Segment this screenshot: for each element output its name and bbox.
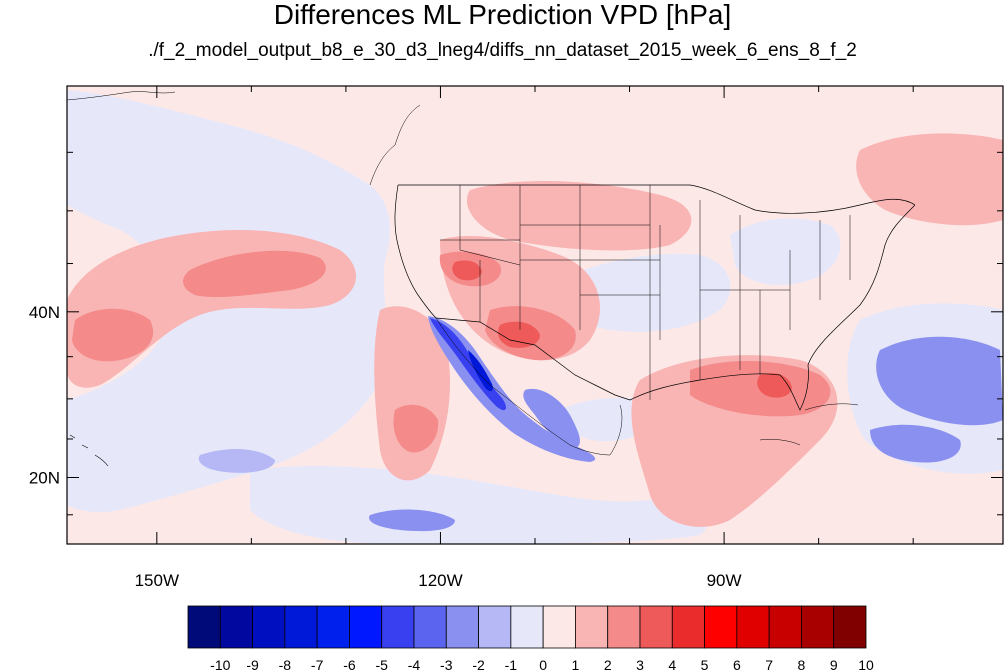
map-subtitle: ./f_2_model_output_b8_e_30_d3_lneg4/diff… xyxy=(148,40,857,61)
state-lines xyxy=(440,185,851,400)
contour-blue-mexico-inland xyxy=(523,388,580,448)
colorbar-swatch xyxy=(478,605,512,649)
colorbar-label: 9 xyxy=(830,657,838,672)
colorbar-label: -7 xyxy=(311,657,324,672)
lon-tick-label: 90W xyxy=(707,571,742,590)
colorbar-label: 10 xyxy=(858,657,874,672)
us-border-south xyxy=(435,317,631,401)
contour-blue-darkest-baja xyxy=(468,350,493,392)
lat-tick-label: 40N xyxy=(29,303,60,322)
colorbar-swatch xyxy=(510,605,544,649)
us-border-north xyxy=(398,184,916,214)
colorbar-swatch xyxy=(445,605,479,649)
colorbar-label: 4 xyxy=(668,657,676,672)
us-gulf-coast xyxy=(629,204,916,411)
contour-pink-light-northeast xyxy=(856,133,1003,226)
colorbar-label: -10 xyxy=(210,657,230,672)
colorbar-label: -3 xyxy=(440,657,453,672)
colorbar-label: -2 xyxy=(472,657,485,672)
contour-blue-atlantic xyxy=(876,336,1003,426)
contour-red-pacific-south xyxy=(393,404,439,453)
colorbar-swatch xyxy=(671,605,705,649)
mexico-coast xyxy=(435,317,623,456)
colorbar-swatch xyxy=(219,605,253,649)
canada-coast xyxy=(369,104,421,186)
contour-blue-light-south xyxy=(250,466,708,544)
us-coastline-west xyxy=(394,184,437,319)
colorbar-swatch xyxy=(284,605,318,649)
colorbar-label: -1 xyxy=(505,657,518,672)
lat-tick-label: 20N xyxy=(29,468,60,487)
colorbar-label: 3 xyxy=(636,657,644,672)
contour-blue-light-east-us xyxy=(730,218,841,285)
lon-tick-label: 120W xyxy=(418,571,462,590)
contour-red-pacific-west xyxy=(72,308,154,362)
contour-pink-light-north-plains xyxy=(466,180,692,251)
colorbar-swatch xyxy=(736,605,770,649)
political-boundaries xyxy=(67,91,916,467)
axis-ticks xyxy=(67,86,1003,544)
colorbar-label: 8 xyxy=(798,657,806,672)
contour-blue-light-central xyxy=(558,253,731,332)
colorbar-swatch xyxy=(316,605,350,649)
contour-red-pacific xyxy=(183,250,326,298)
colorbar-label: -9 xyxy=(246,657,259,672)
colorbar-swatch xyxy=(381,605,415,649)
colorbar-label: 5 xyxy=(701,657,709,672)
colorbar-label: 6 xyxy=(733,657,741,672)
colorbar-swatch xyxy=(187,605,221,649)
colorbar-label: 1 xyxy=(572,657,580,672)
contour-blue-atlantic-south xyxy=(870,424,961,463)
colorbar-label: 0 xyxy=(539,657,547,672)
colorbar-label: 2 xyxy=(604,657,612,672)
colorbar-label: -6 xyxy=(343,657,356,672)
colorbar-swatch xyxy=(768,605,802,649)
colorbar-swatch xyxy=(639,605,673,649)
contour-darkred-southwest xyxy=(498,321,540,348)
colorbar-swatch xyxy=(252,605,286,649)
colorbar-swatch xyxy=(575,605,609,649)
map-field xyxy=(67,86,1003,544)
lon-tick-label: 150W xyxy=(135,571,179,590)
cuba-bahamas xyxy=(759,403,859,446)
colorbar-swatch xyxy=(349,605,383,649)
colorbar-swatch xyxy=(833,605,867,649)
colorbar-swatch xyxy=(704,605,738,649)
hawaii xyxy=(69,434,109,467)
colorbar-swatch xyxy=(413,605,447,649)
colorbar-swatch xyxy=(801,605,835,649)
colorbar: -10 -9 -8 -7 -6 -5 -4 -3 -2 -1 0 1 2 3 4 5 6 7 8 9 10 xyxy=(187,605,874,672)
colorbar-label: -4 xyxy=(408,657,421,672)
contour-blue-south-edge xyxy=(369,509,455,532)
colorbar-label: -8 xyxy=(279,657,292,672)
contour-darkred-nevada xyxy=(452,260,482,281)
alaska-coast xyxy=(67,91,176,101)
axis-labels: 150W 120W 90W 40N 20N xyxy=(29,303,742,590)
map-title: Differences ML Prediction VPD [hPa] xyxy=(273,0,732,30)
colorbar-label: -5 xyxy=(375,657,388,672)
colorbar-label: 7 xyxy=(765,657,773,672)
field-contours xyxy=(67,90,1003,544)
colorbar-swatch xyxy=(607,605,641,649)
colorbar-swatch xyxy=(542,605,576,649)
contour-blue-pacific-south xyxy=(198,448,275,473)
